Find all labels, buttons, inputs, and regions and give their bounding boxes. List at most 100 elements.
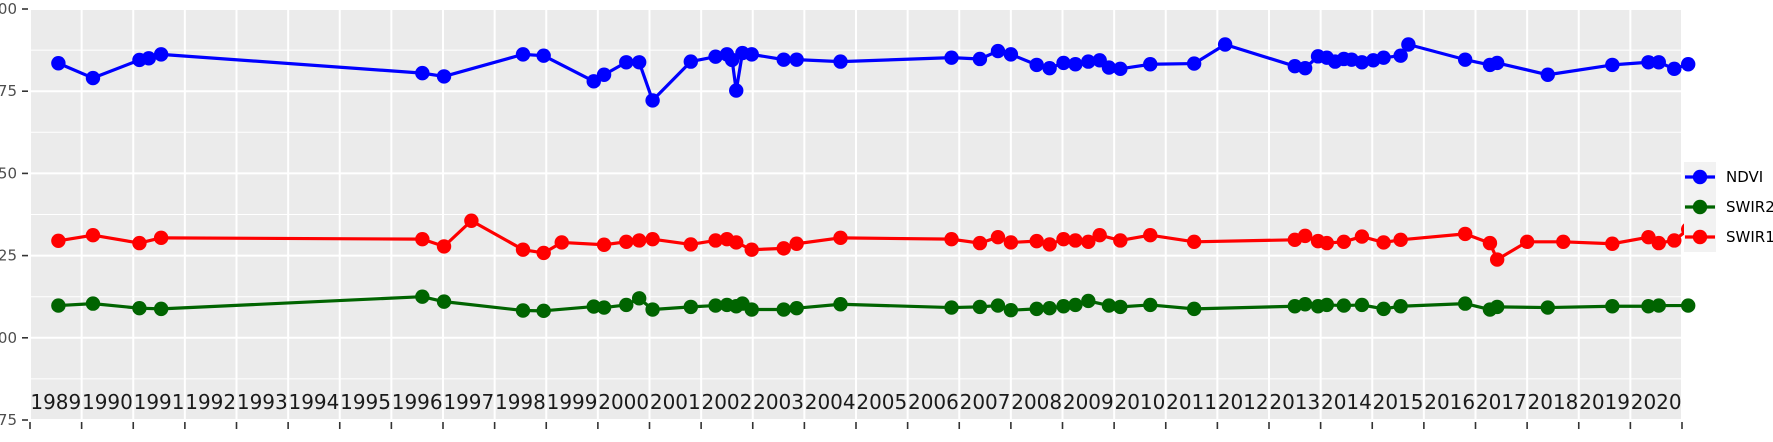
data-point[interactable] <box>1605 57 1620 73</box>
data-point[interactable] <box>833 230 848 246</box>
data-point[interactable] <box>1680 57 1696 72</box>
data-point[interactable] <box>436 294 452 309</box>
data-point[interactable] <box>972 299 988 315</box>
data-point[interactable] <box>1556 234 1571 249</box>
data-point[interactable] <box>744 302 759 317</box>
data-point[interactable] <box>729 235 744 250</box>
data-point[interactable] <box>1641 299 1656 314</box>
data-point[interactable] <box>515 47 531 62</box>
data-point[interactable] <box>972 51 988 67</box>
data-point[interactable] <box>645 231 660 247</box>
data-point[interactable] <box>1297 228 1313 244</box>
data-point[interactable] <box>1376 235 1391 250</box>
data-point[interactable] <box>1376 50 1391 65</box>
data-point[interactable] <box>1354 297 1370 313</box>
data-point[interactable] <box>1068 57 1083 72</box>
data-point[interactable] <box>1092 228 1107 243</box>
data-point[interactable] <box>631 233 647 248</box>
data-point[interactable] <box>415 231 430 247</box>
data-point[interactable] <box>776 52 791 67</box>
data-point[interactable] <box>1680 298 1696 313</box>
data-point[interactable] <box>536 245 551 261</box>
data-point[interactable] <box>1651 235 1666 251</box>
data-point[interactable] <box>1401 37 1416 52</box>
data-point[interactable] <box>1457 52 1473 67</box>
data-point[interactable] <box>1667 233 1682 248</box>
data-point[interactable] <box>1319 235 1335 251</box>
data-point[interactable] <box>51 233 66 248</box>
data-point[interactable] <box>631 55 647 70</box>
data-point[interactable] <box>776 302 791 317</box>
data-point[interactable] <box>944 300 959 315</box>
data-point[interactable] <box>1081 234 1096 249</box>
data-point[interactable] <box>596 300 612 315</box>
data-point[interactable] <box>132 235 147 251</box>
data-point[interactable] <box>619 55 634 70</box>
data-point[interactable] <box>724 52 740 68</box>
data-point[interactable] <box>1143 297 1158 313</box>
data-point[interactable] <box>683 54 698 69</box>
data-point[interactable] <box>85 70 101 86</box>
data-point[interactable] <box>536 48 551 63</box>
data-point[interactable] <box>944 50 959 65</box>
legend-label[interactable]: NDVI <box>1726 168 1763 186</box>
data-point[interactable] <box>789 236 804 251</box>
data-point[interactable] <box>1101 298 1117 313</box>
data-point[interactable] <box>1081 293 1096 309</box>
data-point[interactable] <box>1056 231 1071 247</box>
data-point[interactable] <box>153 230 169 246</box>
data-point[interactable] <box>1540 300 1555 315</box>
data-point[interactable] <box>1489 55 1505 71</box>
data-point[interactable] <box>1667 61 1682 77</box>
data-point[interactable] <box>1319 297 1335 313</box>
data-point[interactable] <box>596 67 612 82</box>
data-point[interactable] <box>515 242 531 257</box>
data-point[interactable] <box>990 43 1006 59</box>
data-point[interactable] <box>415 65 430 81</box>
data-point[interactable] <box>1113 299 1128 315</box>
data-point[interactable] <box>1186 56 1202 71</box>
data-point[interactable] <box>132 301 147 316</box>
data-point[interactable] <box>1519 234 1535 249</box>
data-point[interactable] <box>1056 299 1071 314</box>
data-point[interactable] <box>515 303 531 318</box>
data-point[interactable] <box>1297 297 1313 312</box>
data-point[interactable] <box>1457 296 1473 311</box>
data-point[interactable] <box>1081 54 1096 69</box>
data-point[interactable] <box>586 74 601 89</box>
data-point[interactable] <box>1354 55 1370 70</box>
data-point[interactable] <box>1482 235 1498 251</box>
data-point[interactable] <box>1143 228 1158 243</box>
data-point[interactable] <box>833 54 848 69</box>
data-point[interactable] <box>619 297 634 313</box>
data-point[interactable] <box>596 237 612 252</box>
data-point[interactable] <box>1605 299 1620 314</box>
data-point[interactable] <box>1376 301 1391 317</box>
data-point[interactable] <box>1113 233 1128 248</box>
data-point[interactable] <box>554 235 569 250</box>
data-point[interactable] <box>631 291 647 306</box>
data-point[interactable] <box>708 233 723 248</box>
data-point[interactable] <box>1651 55 1666 70</box>
data-point[interactable] <box>1042 301 1057 316</box>
data-point[interactable] <box>944 231 959 247</box>
data-point[interactable] <box>85 296 101 311</box>
data-point[interactable] <box>789 301 804 316</box>
data-point[interactable] <box>1186 301 1202 317</box>
data-point[interactable] <box>1068 297 1083 313</box>
data-point[interactable] <box>1143 57 1158 72</box>
data-point[interactable] <box>776 241 791 256</box>
data-point[interactable] <box>1457 226 1473 242</box>
legend-label[interactable]: SWIR1 <box>1726 228 1773 246</box>
data-point[interactable] <box>683 237 698 252</box>
data-point[interactable] <box>1336 234 1352 249</box>
data-point[interactable] <box>51 56 66 71</box>
data-point[interactable] <box>645 93 660 108</box>
data-point[interactable] <box>1003 302 1019 318</box>
data-point[interactable] <box>1042 60 1057 76</box>
data-point[interactable] <box>744 242 759 257</box>
data-point[interactable] <box>85 228 101 243</box>
data-point[interactable] <box>1068 233 1083 248</box>
data-point[interactable] <box>1113 61 1128 77</box>
data-point[interactable] <box>464 213 479 228</box>
